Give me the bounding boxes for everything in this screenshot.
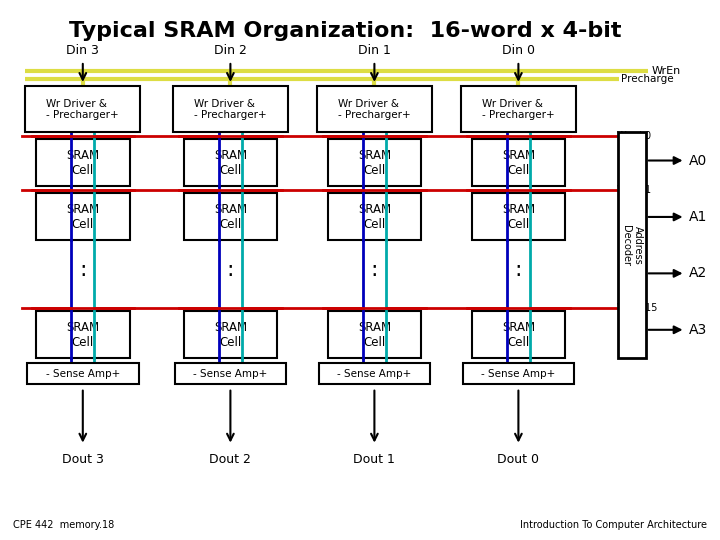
Text: Wr Driver &
- Precharger+: Wr Driver & - Precharger+ xyxy=(338,98,410,120)
Bar xyxy=(461,86,576,132)
Text: Din 0: Din 0 xyxy=(502,44,535,57)
Text: Dout 2: Dout 2 xyxy=(210,453,251,465)
Text: SRAM
Cell: SRAM Cell xyxy=(214,321,247,348)
Bar xyxy=(472,139,565,186)
Text: Introduction To Computer Architecture: Introduction To Computer Architecture xyxy=(520,520,707,530)
Text: SRAM
Cell: SRAM Cell xyxy=(502,149,535,177)
Text: SRAM
Cell: SRAM Cell xyxy=(214,149,247,177)
Bar xyxy=(462,363,575,384)
Text: Address
Decoder: Address Decoder xyxy=(621,225,643,266)
Bar xyxy=(618,132,646,358)
Text: Word 15: Word 15 xyxy=(617,303,657,313)
Text: SRAM
Cell: SRAM Cell xyxy=(66,149,99,177)
Text: SRAM
Cell: SRAM Cell xyxy=(358,321,391,348)
Text: SRAM
Cell: SRAM Cell xyxy=(502,203,535,231)
Text: - Sense Amp+: - Sense Amp+ xyxy=(45,369,120,379)
Text: Precharge: Precharge xyxy=(621,75,673,84)
Text: Wr Driver &
- Precharger+: Wr Driver & - Precharger+ xyxy=(482,98,554,120)
Text: :: : xyxy=(227,260,234,280)
Text: SRAM
Cell: SRAM Cell xyxy=(214,203,247,231)
Text: WrEn: WrEn xyxy=(652,66,681,76)
Bar xyxy=(184,193,277,240)
Text: Din 2: Din 2 xyxy=(214,44,247,57)
Text: - Sense Amp+: - Sense Amp+ xyxy=(337,369,412,379)
Text: A3: A3 xyxy=(689,323,707,337)
Bar xyxy=(184,311,277,358)
Text: Dout 1: Dout 1 xyxy=(354,453,395,465)
Bar xyxy=(328,311,421,358)
Bar xyxy=(472,193,565,240)
Text: SRAM
Cell: SRAM Cell xyxy=(358,149,391,177)
Bar xyxy=(328,193,421,240)
Bar xyxy=(25,86,140,132)
Text: :: : xyxy=(371,260,378,280)
Bar xyxy=(184,139,277,186)
Text: Word 1: Word 1 xyxy=(617,185,651,195)
Text: :: : xyxy=(79,260,86,280)
Text: CPE 442  memory.18: CPE 442 memory.18 xyxy=(13,520,114,530)
Text: - Sense Amp+: - Sense Amp+ xyxy=(193,369,268,379)
Text: A0: A0 xyxy=(689,153,707,167)
Text: :: : xyxy=(515,260,522,280)
Text: SRAM
Cell: SRAM Cell xyxy=(66,203,99,231)
Bar xyxy=(319,363,431,384)
Text: SRAM
Cell: SRAM Cell xyxy=(66,321,99,348)
Text: Dout 3: Dout 3 xyxy=(62,453,104,465)
Text: Typical SRAM Organization:  16-word x 4-bit: Typical SRAM Organization: 16-word x 4-b… xyxy=(69,21,622,40)
Bar xyxy=(36,193,130,240)
Bar xyxy=(317,86,432,132)
Bar xyxy=(27,363,138,384)
Text: Dout 0: Dout 0 xyxy=(498,453,539,465)
Text: A1: A1 xyxy=(689,210,708,224)
Text: Din 3: Din 3 xyxy=(66,44,99,57)
Bar xyxy=(472,311,565,358)
Text: Wr Driver &
- Precharger+: Wr Driver & - Precharger+ xyxy=(47,98,119,120)
Text: A2: A2 xyxy=(689,266,707,280)
Text: - Sense Amp+: - Sense Amp+ xyxy=(481,369,556,379)
Text: SRAM
Cell: SRAM Cell xyxy=(358,203,391,231)
Bar xyxy=(36,139,130,186)
Bar xyxy=(174,363,287,384)
Text: SRAM
Cell: SRAM Cell xyxy=(502,321,535,348)
Bar xyxy=(328,139,421,186)
Bar xyxy=(36,311,130,358)
Text: Din 1: Din 1 xyxy=(358,44,391,57)
Text: Word 0: Word 0 xyxy=(617,131,651,141)
Bar xyxy=(173,86,288,132)
Text: Wr Driver &
- Precharger+: Wr Driver & - Precharger+ xyxy=(194,98,266,120)
